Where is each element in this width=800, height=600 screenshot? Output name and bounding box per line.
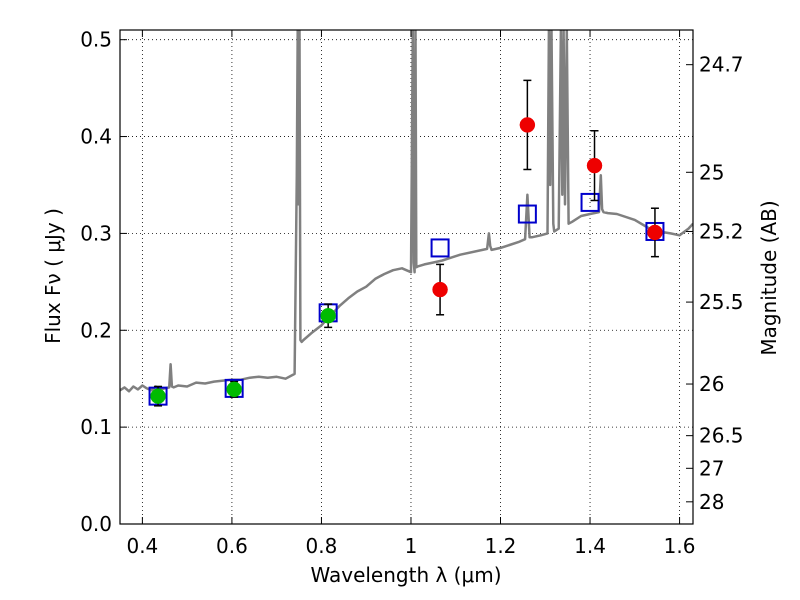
- mag-tick-label: 25: [699, 160, 724, 184]
- mag-tick-label: 24.7: [699, 53, 744, 77]
- model-flux-square: [580, 192, 600, 212]
- mag-tick-label: 26: [699, 372, 724, 396]
- y-tick-label: 0.0: [80, 512, 112, 536]
- x-tick-label: 1.2: [485, 534, 517, 558]
- observed-flux-point: [432, 281, 448, 298]
- mag-tick-label: 25.2: [699, 219, 744, 243]
- x-tick-label: 0.4: [126, 534, 158, 558]
- model-flux-square: [430, 238, 450, 258]
- mag-tick-label: 28: [699, 490, 724, 514]
- spectrum-line: [120, 30, 693, 393]
- y-tick-label: 0.5: [80, 28, 112, 52]
- x-tick-label: 0.6: [216, 534, 248, 558]
- model-flux-square: [517, 204, 537, 224]
- y-tick-label: 0.2: [80, 318, 112, 342]
- plot-area: [120, 30, 693, 407]
- observed-flux-point: [226, 381, 242, 398]
- x-tick-label: 1.6: [664, 534, 696, 558]
- x-tick-label: 0.8: [306, 534, 338, 558]
- observed-flux-point: [586, 157, 603, 174]
- y-tick-label: 0.3: [80, 221, 112, 245]
- observed-flux-point: [647, 224, 663, 241]
- y-axis-title: Flux Fν ( μJy ): [41, 208, 65, 344]
- y-tick-label: 0.1: [80, 415, 112, 439]
- plot-content: [120, 30, 693, 407]
- observed-flux-point: [150, 388, 166, 404]
- x-tick-label: 1: [405, 534, 418, 558]
- observed-flux-point: [519, 117, 536, 133]
- mag-tick-label: 27: [699, 456, 724, 480]
- x-axis-title: Wavelength λ (μm): [310, 563, 501, 587]
- mag-tick-label: 25.5: [699, 290, 744, 314]
- right-y-axis-title: Magnitude (AB): [757, 200, 781, 355]
- plot-frame: [119, 29, 694, 525]
- x-tick-label: 1.4: [574, 534, 606, 558]
- axes-frame: 0.4 0.6 0.8 1 1.2 1.4 1.6 0.0 0.1 0.2 0.3 0.4 0.5 24.…: [80, 28, 743, 558]
- observed-flux-point: [320, 307, 336, 324]
- y-tick-label: 0.4: [80, 125, 112, 149]
- mag-tick-label: 26.5: [699, 424, 744, 448]
